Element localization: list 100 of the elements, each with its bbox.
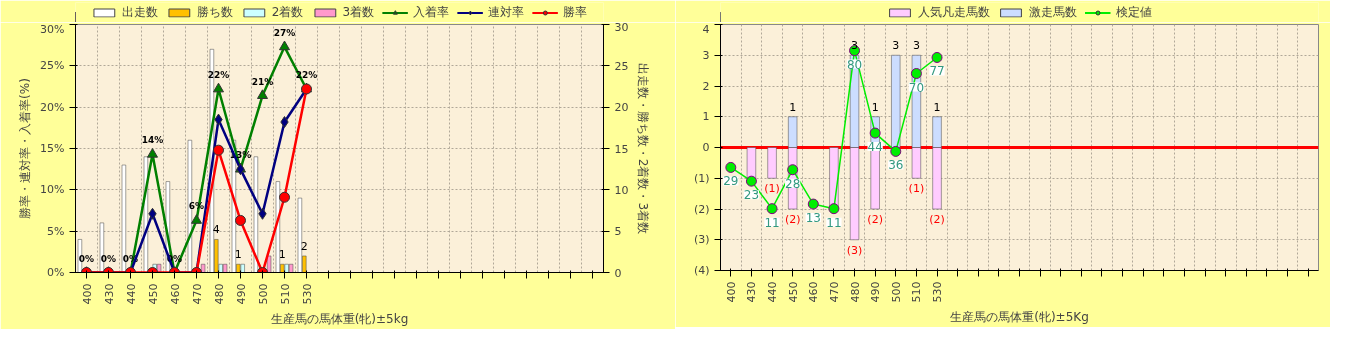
legend-label: 激走馬数 [1028, 3, 1077, 21]
bar [266, 255, 272, 273]
legend-label: 勝率 [563, 3, 588, 21]
data-label: 1 [871, 100, 879, 114]
point [787, 164, 799, 176]
y2-tick-label: 20 [614, 101, 629, 115]
data-label: 28 [785, 176, 801, 191]
y-tick-label: 5% [47, 224, 65, 238]
x-tick-label: 460 [168, 283, 182, 305]
bar [891, 55, 901, 148]
x-tick-label: 500 [889, 281, 903, 303]
legend-label: 人気凡走馬数 [917, 3, 990, 21]
y-tick-label: 2 [702, 79, 710, 93]
point [828, 203, 840, 215]
y2-tick-label: 5 [614, 225, 622, 239]
x-tick-label: 480 [848, 281, 862, 303]
x-tick-label: 440 [124, 283, 138, 305]
legend-label: 出走数 [121, 3, 158, 21]
data-label: (1) [764, 182, 780, 196]
point [279, 40, 290, 51]
x-tick-label: 510 [910, 281, 924, 303]
y2-tick-label: 25 [614, 59, 629, 73]
y-tick-label: 0 [702, 141, 710, 154]
data-label: 27% [273, 27, 296, 38]
x-tick-label: 400 [724, 281, 738, 303]
data-label: (2) [929, 213, 945, 226]
legend-label: 勝ち数 [196, 3, 233, 21]
legend-label: 3着数 [342, 3, 375, 21]
data-label: 23 [743, 188, 760, 203]
x-tick-label: 490 [869, 281, 883, 303]
data-label: 29 [723, 174, 739, 189]
data-label: 77 [929, 64, 945, 79]
y-tick-label: 0% [47, 266, 65, 279]
data-label: 4 [212, 223, 220, 237]
data-label: 2 [300, 239, 308, 253]
x-tick-label: 460 [807, 281, 821, 303]
x-tick-label: 400 [80, 283, 94, 305]
data-label: 3 [851, 39, 859, 53]
legend-label: 入着率 [413, 3, 450, 21]
x-tick-label: 450 [146, 283, 160, 305]
x-tick-label: 530 [300, 283, 314, 305]
x-tick-label: 440 [766, 281, 780, 303]
y-tick-label: 15% [40, 142, 65, 155]
x-tick-label: 530 [931, 281, 945, 303]
data-label: 1 [789, 100, 797, 114]
point [807, 198, 819, 210]
data-label: 13 [805, 211, 821, 226]
y2-tick-label: 30 [614, 20, 629, 34]
point [745, 175, 757, 187]
data-label: 36 [888, 158, 904, 173]
data-label: (1) [908, 182, 925, 196]
legend-label: 検定値 [1115, 3, 1152, 21]
data-label: 70 [908, 80, 925, 95]
bar [222, 263, 228, 273]
x-tick-label: 480 [212, 283, 226, 305]
y-tick-label: (4) [693, 264, 710, 277]
y-tick-label: 4 [702, 22, 710, 36]
point [910, 68, 922, 80]
y-tick-label: 30% [40, 22, 65, 36]
y2-tick-label: 10 [614, 183, 629, 197]
x-tick-label: 490 [234, 283, 248, 305]
data-label: (2) [867, 213, 883, 226]
data-label: 11 [764, 215, 780, 230]
point [213, 144, 224, 156]
bar [746, 147, 757, 179]
data-label: 1 [278, 248, 286, 262]
x-tick-label: 470 [827, 281, 841, 303]
y-axis-title: 勝率・連対率・入着率(%) [18, 78, 33, 219]
data-label: 0% [78, 253, 95, 264]
bar [288, 263, 294, 273]
data-label: 22% [207, 69, 230, 80]
bar [767, 147, 777, 179]
x-tick-label: 450 [786, 281, 800, 303]
point [147, 148, 158, 158]
bar [240, 263, 245, 273]
point [725, 161, 737, 173]
point [890, 145, 902, 157]
y-tick-label: 10% [40, 183, 65, 197]
y2-tick-label: 0 [614, 266, 622, 280]
point [213, 82, 224, 93]
data-label: 0% [100, 253, 117, 264]
bar [200, 263, 206, 273]
point [931, 51, 943, 63]
data-label: 1 [933, 100, 941, 114]
y-tick-label: (2) [693, 202, 710, 216]
y-tick-label: 3 [702, 48, 710, 62]
x-tick-label: 500 [256, 283, 270, 305]
data-label: 3 [892, 39, 900, 53]
y-tick-label: (3) [693, 233, 710, 247]
y2-axis-title: 出走数・勝ち数・2着数・3着数 [636, 62, 651, 235]
data-label: 1 [234, 248, 242, 262]
x-tick-label: 430 [102, 283, 116, 305]
y2-tick-label: 15 [614, 142, 629, 156]
data-label: 80 [846, 57, 863, 72]
x-axis-title: 生産馬の馬体重(牝)±5Kg [950, 310, 1089, 325]
data-label: (3) [846, 243, 863, 257]
data-label: 11 [826, 215, 842, 230]
y-tick-label: 25% [40, 59, 65, 73]
point [235, 214, 246, 226]
bar [297, 197, 303, 273]
